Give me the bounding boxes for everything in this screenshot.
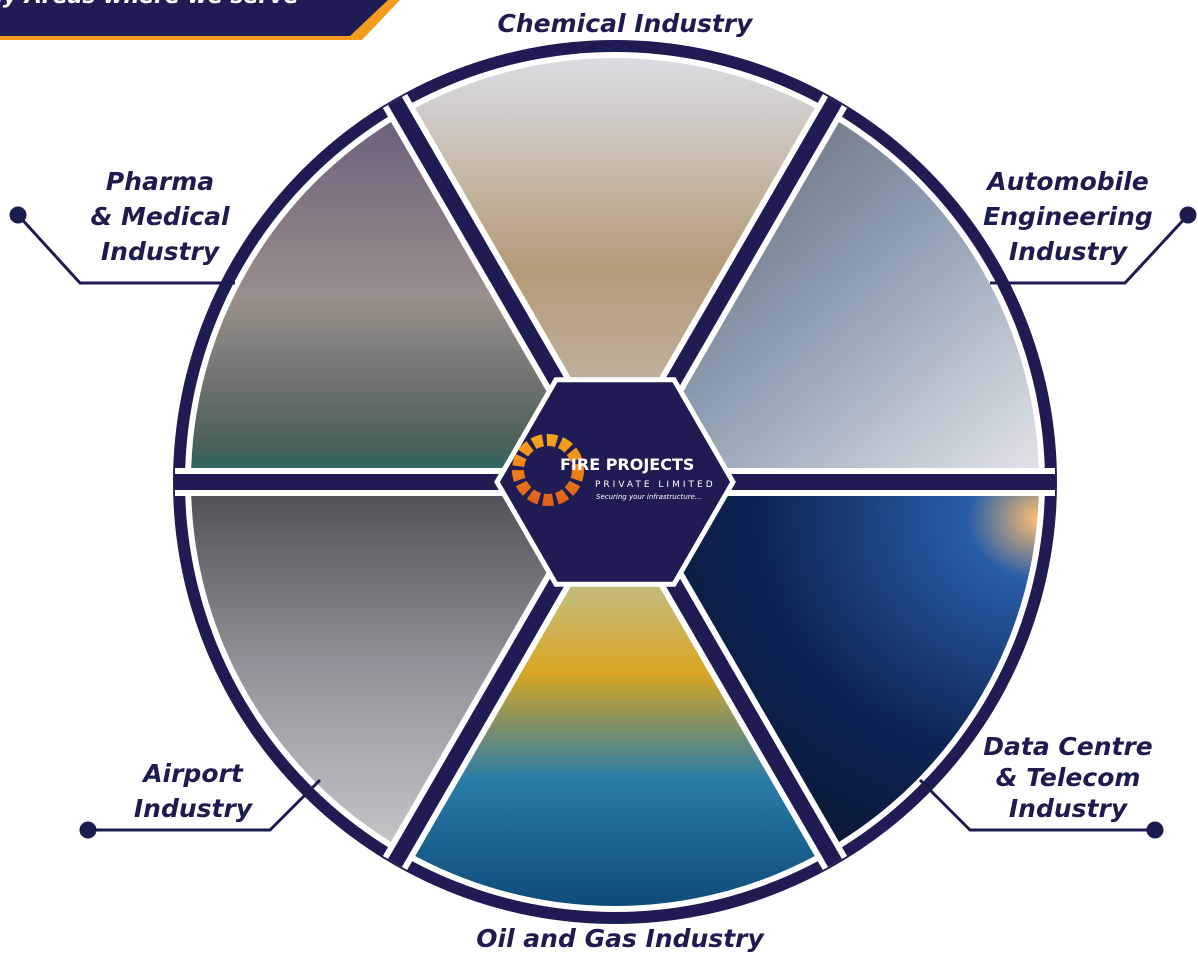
logo-tagline: Securing your infrastructure...: [596, 493, 702, 501]
segment-label: Industry: [101, 237, 221, 266]
segment-label: Engineering: [983, 202, 1153, 231]
connector: [81, 823, 95, 837]
segment-label: Automobile: [985, 167, 1149, 196]
connector: [1148, 823, 1162, 837]
segment-label: & Telecom: [996, 763, 1141, 792]
logo-subtitle: PRIVATE LIMITED: [595, 480, 716, 490]
segment-label: Airport: [141, 759, 244, 788]
segment-label: Pharma: [106, 167, 214, 196]
infographic: Key Areas where we serve Chemical Indust…: [0, 0, 1198, 956]
segment-label: Data Centre: [983, 732, 1152, 761]
segment-label: Industry: [1009, 237, 1129, 266]
connector: [11, 208, 25, 222]
segment-label: Industry: [1009, 794, 1129, 823]
segment-label: & Medical: [90, 202, 229, 231]
segment-label: Oil and Gas Industry: [476, 924, 765, 953]
banner-title: Key Areas where we serve: [0, 0, 299, 9]
segment-label: Chemical Industry: [498, 9, 755, 38]
logo-name: FIRE PROJECTS: [560, 455, 694, 474]
connector: [1181, 208, 1195, 222]
banner: Key Areas where we serve: [0, 0, 400, 40]
segment-label: Industry: [134, 794, 254, 823]
